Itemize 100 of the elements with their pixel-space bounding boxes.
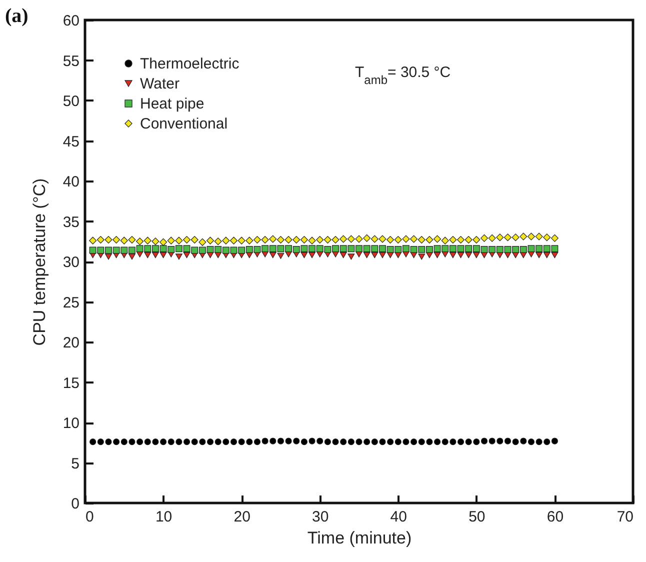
point: [449, 252, 456, 258]
point: [473, 438, 480, 446]
point: [253, 236, 261, 244]
point: [190, 236, 198, 244]
point: [97, 246, 104, 254]
point: [394, 246, 402, 253]
point: [206, 246, 214, 253]
point: [387, 438, 394, 446]
point: [238, 246, 246, 254]
point: [269, 252, 276, 258]
point: [238, 236, 246, 244]
point: [183, 245, 190, 252]
point: [551, 245, 558, 252]
point: [144, 236, 152, 244]
point: [308, 252, 316, 258]
point: [488, 438, 496, 444]
point: [528, 438, 535, 446]
y-tick-label: 50: [62, 93, 80, 110]
x-tick-label: 30: [312, 508, 329, 526]
point: [465, 438, 472, 446]
point: [450, 438, 456, 446]
point: [214, 438, 222, 446]
point: [230, 438, 238, 446]
point: [441, 236, 449, 244]
point: [206, 438, 214, 446]
point: [222, 236, 230, 244]
point: [551, 252, 558, 258]
point: [402, 235, 410, 243]
y-tick-label: 20: [62, 334, 80, 352]
point: [348, 438, 354, 446]
point: [340, 438, 347, 446]
point: [152, 238, 160, 246]
point: [284, 236, 292, 244]
legend-label: Heat pipe: [140, 96, 204, 112]
point: [90, 438, 96, 446]
point: [543, 234, 551, 242]
point: [308, 236, 316, 244]
point: [379, 438, 386, 446]
point: [136, 438, 144, 446]
point: [348, 245, 355, 252]
y-tick-label: 60: [62, 12, 80, 30]
y-tick-label: 5: [71, 455, 80, 472]
point: [136, 238, 144, 246]
point: [371, 252, 378, 258]
point: [332, 236, 340, 244]
point: [300, 245, 308, 252]
point: [168, 246, 175, 253]
point: [449, 245, 456, 252]
point: [167, 236, 175, 244]
point: [246, 236, 254, 244]
point: [214, 238, 222, 246]
point: [426, 236, 434, 244]
point: [269, 235, 277, 243]
point: [316, 245, 324, 252]
point: [410, 246, 418, 253]
point: [128, 236, 136, 244]
point: [465, 245, 472, 252]
point: [527, 232, 535, 240]
point: [550, 234, 558, 242]
point: [120, 236, 128, 244]
x-tick-label: 40: [390, 508, 407, 526]
point: [480, 246, 488, 253]
point: [276, 236, 284, 244]
point: [160, 238, 168, 246]
point: [222, 438, 230, 446]
point: [316, 438, 324, 444]
point: [434, 235, 442, 243]
point: [332, 438, 339, 446]
point: [512, 234, 520, 242]
point: [418, 438, 425, 446]
legend-label: Thermoelectric: [140, 56, 240, 72]
point: [528, 245, 535, 252]
point: [160, 438, 167, 446]
y-tick-label: 35: [62, 214, 80, 231]
legend-label: Conventional: [140, 116, 228, 132]
point: [543, 252, 550, 258]
point: [152, 245, 159, 252]
point: [496, 234, 504, 242]
point: [175, 245, 182, 252]
point: [543, 245, 550, 252]
point: [308, 438, 316, 444]
point: [480, 234, 488, 242]
y-tick-label: 0: [71, 496, 80, 512]
point: [512, 438, 519, 446]
point: [120, 246, 128, 254]
point: [300, 438, 308, 446]
point: [285, 245, 292, 252]
point: [410, 438, 418, 446]
y-tick-label: 45: [62, 133, 80, 150]
point: [480, 438, 488, 444]
point: [363, 252, 370, 258]
point: [512, 246, 520, 253]
point: [394, 236, 402, 244]
point: [183, 236, 191, 244]
point: [442, 245, 449, 252]
point: [379, 252, 386, 258]
point: [254, 438, 261, 446]
point: [434, 252, 441, 258]
point: [105, 246, 112, 254]
point: [104, 236, 112, 244]
